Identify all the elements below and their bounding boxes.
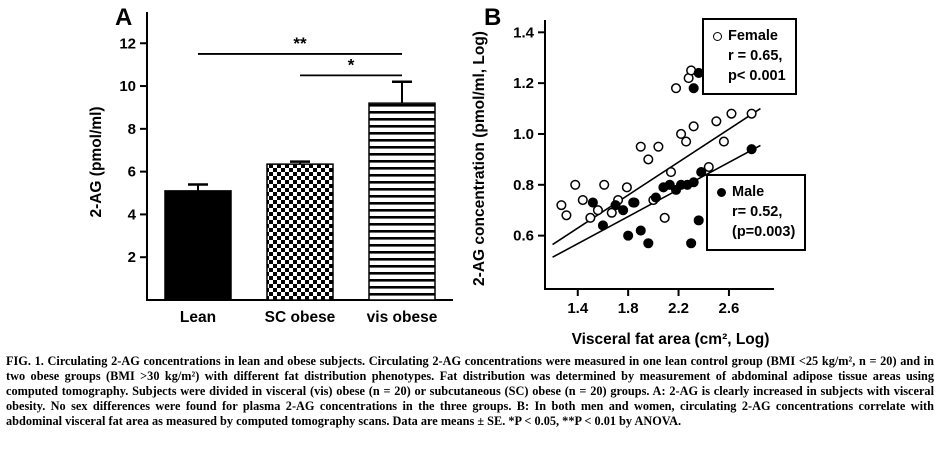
svg-text:2: 2 <box>128 249 136 266</box>
svg-text:1.8: 1.8 <box>618 300 639 317</box>
svg-text:2.2: 2.2 <box>668 300 689 317</box>
svg-text:2-AG concentration (pmol/ml, L: 2-AG concentration (pmol/ml, Log) <box>471 31 488 286</box>
svg-text:4: 4 <box>128 206 137 223</box>
svg-text:8: 8 <box>128 121 136 138</box>
svg-text:Lean: Lean <box>180 309 216 326</box>
svg-text:0.8: 0.8 <box>513 177 534 194</box>
svg-text:SC obese: SC obese <box>265 309 336 326</box>
female-r-value: r = 0.65, <box>728 48 783 64</box>
panel-b: B 0.6 0.8 1.0 1.2 1.4 1.4 1.8 2.2 2.6 Visceral fa… <box>468 4 940 352</box>
svg-text:1.4: 1.4 <box>567 300 589 317</box>
male-legend-title-row: Male <box>717 182 795 202</box>
male-p-value: (p=0.003) <box>732 224 796 240</box>
svg-text:1.0: 1.0 <box>513 126 534 143</box>
svg-text:vis obese: vis obese <box>367 309 438 326</box>
panel-a: A 2 4 6 8 10 12 Lean SC obese vis obese ** * 2-AG (… <box>85 4 465 352</box>
filled-circle-icon <box>717 187 726 197</box>
svg-text:6: 6 <box>128 164 136 181</box>
open-circle-icon <box>713 31 722 41</box>
female-legend-title-row: Female <box>713 26 786 46</box>
svg-text:1.4: 1.4 <box>513 24 535 41</box>
svg-text:12: 12 <box>119 35 136 52</box>
scatter-chart: 0.6 0.8 1.0 1.2 1.4 1.4 1.8 2.2 2.6 Visceral fat … <box>471 20 774 348</box>
male-r-value: r= 0.52, <box>732 204 783 220</box>
panel-b-label: B <box>484 4 502 31</box>
male-legend-name: Male <box>732 184 765 200</box>
female-p-value: p< 0.001 <box>728 68 786 84</box>
svg-text:2.6: 2.6 <box>719 300 740 317</box>
svg-text:0.6: 0.6 <box>513 228 534 245</box>
svg-text:*: * <box>348 55 355 74</box>
svg-text:2-AG (pmol/ml): 2-AG (pmol/ml) <box>88 106 105 217</box>
female-legend-name: Female <box>728 28 778 44</box>
male-legend-box: Male r= 0.52, (p=0.003) <box>706 174 807 251</box>
svg-text:Visceral fat area (cm², Log): Visceral fat area (cm², Log) <box>572 331 770 348</box>
female-legend-box: Female r = 0.65, p< 0.001 <box>702 18 797 95</box>
svg-text:**: ** <box>293 34 307 53</box>
figure-caption: FIG. 1. Circulating 2-AG concentrations … <box>6 354 934 428</box>
svg-text:10: 10 <box>119 78 136 95</box>
panel-a-label: A <box>115 4 133 31</box>
svg-text:1.2: 1.2 <box>513 75 534 92</box>
